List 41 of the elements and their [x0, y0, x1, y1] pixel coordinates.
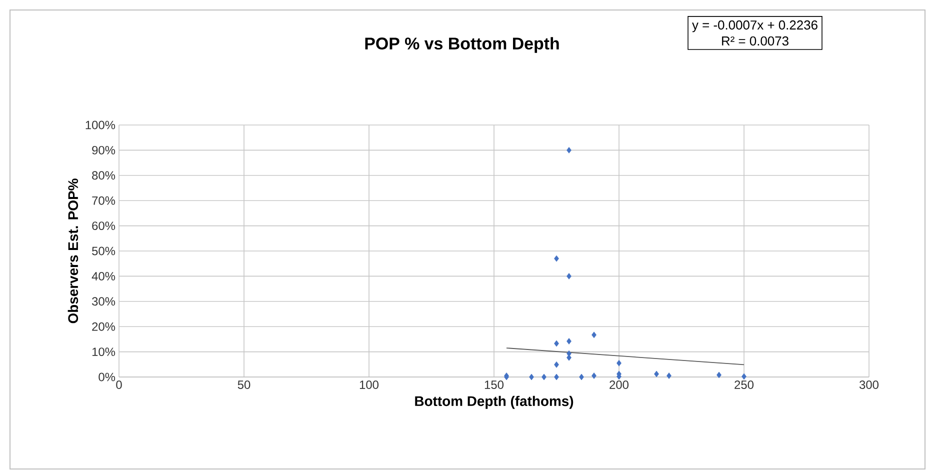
point [566, 273, 572, 280]
x-tick-label: 100 [360, 380, 379, 389]
y-axis-title: Observers Est. POP% [68, 178, 78, 324]
y-tick-label: 60% [92, 222, 116, 230]
point [742, 373, 746, 380]
y-tick-label: 90% [92, 146, 116, 154]
x-axis-title: Bottom Depth (fathoms) [415, 396, 574, 409]
y-tick-label: 40% [92, 272, 116, 280]
x-tick-label: 200 [610, 380, 629, 389]
y-tick-label: 100% [86, 120, 116, 130]
y-tick-label: 0% [98, 372, 116, 382]
point [542, 374, 546, 380]
point [654, 370, 659, 378]
text: R² = 0.0073 [722, 36, 788, 46]
point [592, 372, 596, 379]
y-tick-label: 50% [92, 246, 116, 256]
text: y = -0.0007x + 0.2236 [692, 20, 818, 32]
point [616, 360, 622, 366]
x-tick-label: 0 [116, 380, 122, 389]
point [566, 338, 572, 344]
x-tick-label: 150 [484, 380, 504, 389]
point [666, 372, 672, 379]
point [716, 372, 722, 378]
point [554, 374, 559, 380]
point [566, 147, 572, 154]
point [554, 361, 559, 368]
x-tick-label: 250 [734, 380, 754, 389]
y-tick-label: 80% [92, 171, 116, 180]
point [554, 255, 559, 262]
x-tick-label: 50 [238, 380, 250, 389]
point [554, 340, 559, 347]
y-tick-label: 20% [92, 322, 116, 331]
point [529, 374, 534, 380]
y-tick-label: 30% [92, 297, 116, 306]
y-tick-label: 10% [92, 348, 116, 356]
point [592, 332, 596, 338]
point [566, 354, 572, 361]
y-tick-label: 70% [92, 196, 116, 205]
point [579, 374, 584, 380]
chart-title: POP % vs Bottom Depth [365, 37, 559, 53]
x-tick-label: 300 [859, 380, 879, 389]
